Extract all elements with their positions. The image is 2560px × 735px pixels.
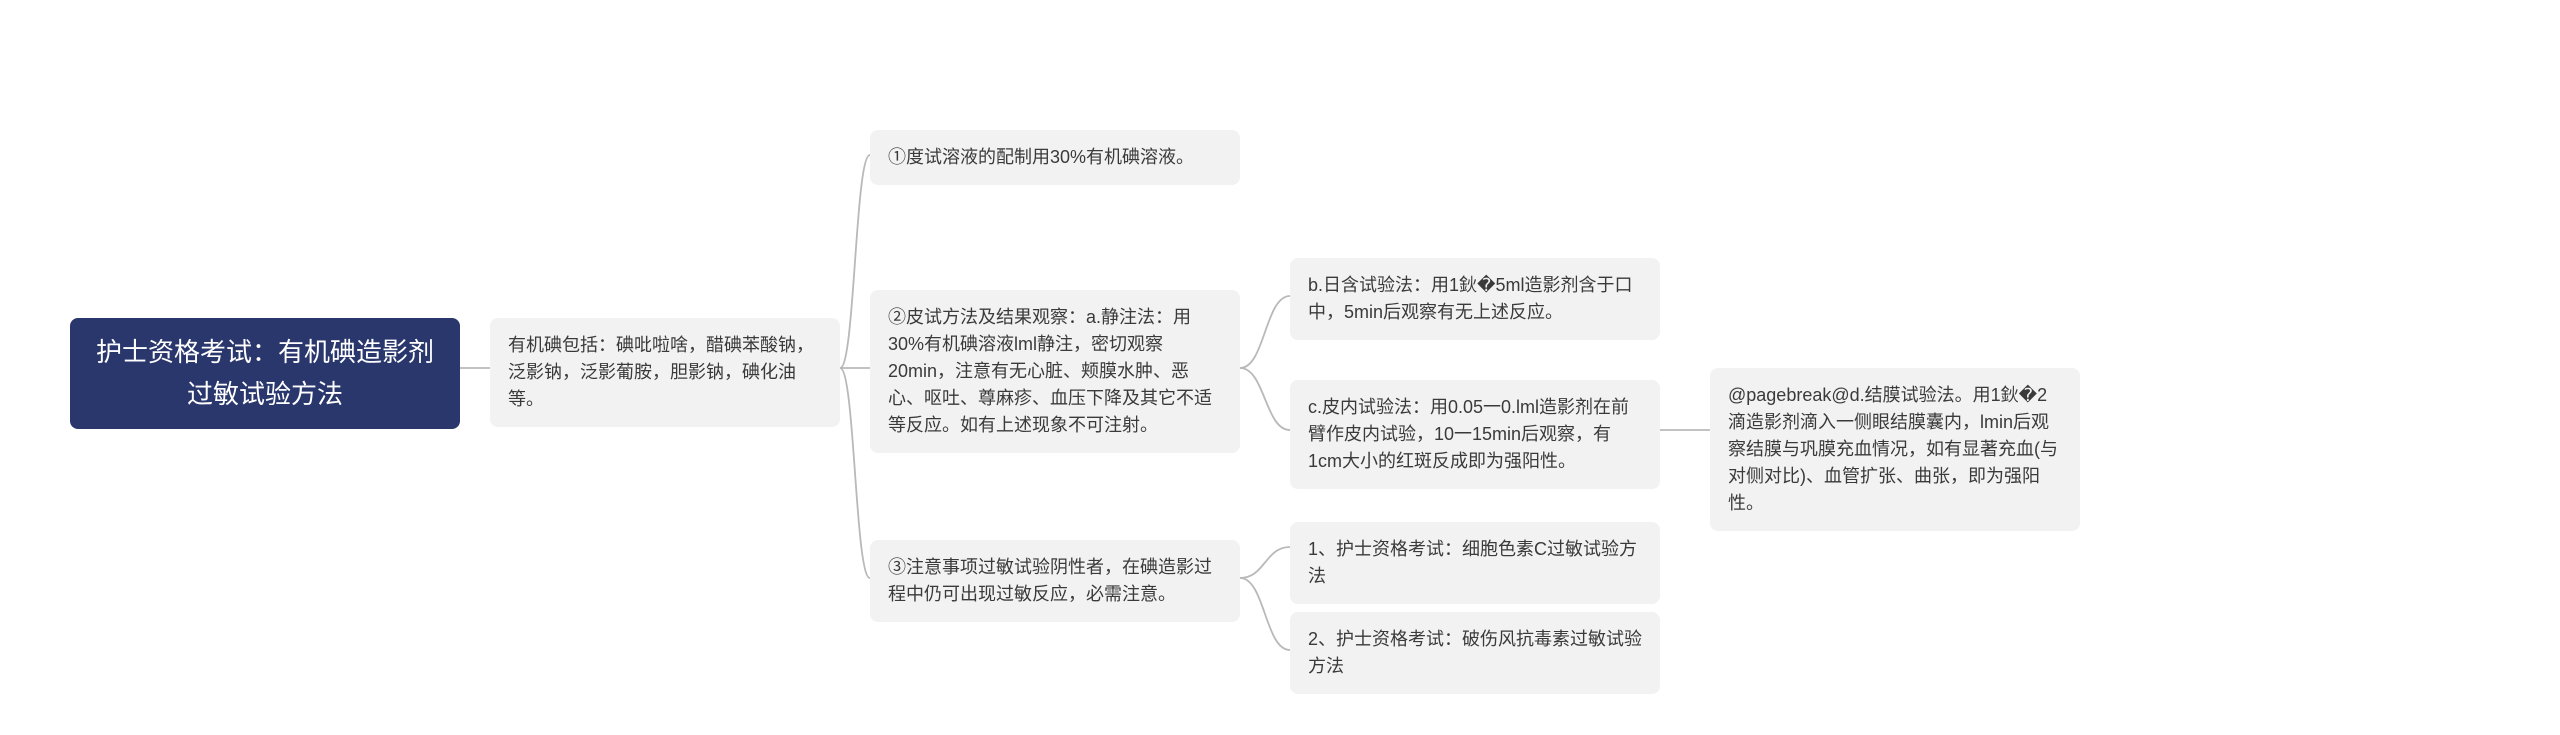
- child-node-l2a: ①度试溶液的配制用30%有机碘溶液。: [870, 130, 1240, 185]
- child-node-l3b2: c.皮内试验法：用0.05一0.lml造影剂在前臂作皮内试验，10一15min后…: [1290, 380, 1660, 489]
- child-node-l3c2: 2、护士资格考试：破伤风抗毒素过敏试验方法: [1290, 612, 1660, 694]
- connector: [1240, 368, 1290, 430]
- child-node-l2b: ②皮试方法及结果观察：a.静注法：用30%有机碘溶液lml静注，密切观察20mi…: [870, 290, 1240, 453]
- child-node-l4: @pagebreak@d.结膜试验法。用1鈥�2滴造影剂滴入一侧眼结膜囊内，lm…: [1710, 368, 2080, 531]
- connector: [1240, 578, 1290, 650]
- child-node-l3c1: 1、护士资格考试：细胞色素C过敏试验方法: [1290, 522, 1660, 604]
- connector: [840, 368, 870, 578]
- connector: [1240, 296, 1290, 368]
- child-node-l2c: ③注意事项过敏试验阴性者，在碘造影过程中仍可出现过敏反应，必需注意。: [870, 540, 1240, 622]
- root-node: 护士资格考试：有机碘造影剂过敏试验方法: [70, 318, 460, 429]
- connector: [1240, 547, 1290, 578]
- connector: [840, 155, 870, 368]
- child-node-l3b1: b.日含试验法：用1鈥�5ml造影剂含于口中，5min后观察有无上述反应。: [1290, 258, 1660, 340]
- child-node-l1: 有机碘包括：碘吡啦啥，醋碘苯酸钠，泛影钠，泛影葡胺，胆影钠，碘化油等。: [490, 318, 840, 427]
